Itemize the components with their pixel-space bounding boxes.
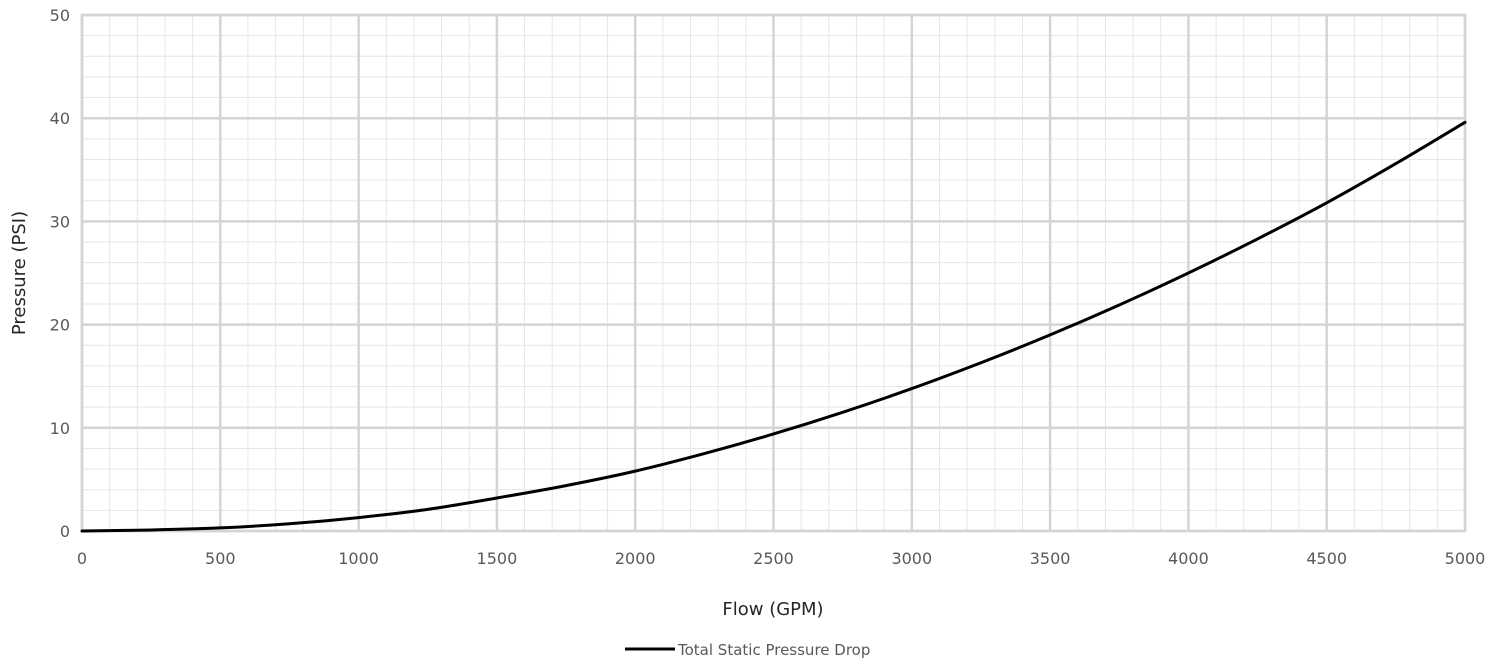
legend: Total Static Pressure Drop (625, 641, 870, 659)
x-tick-label: 3500 (1030, 549, 1071, 568)
x-tick-label: 500 (205, 549, 236, 568)
plot-area (80, 13, 1467, 533)
y-tick-label: 50 (50, 6, 70, 25)
y-tick-label: 20 (50, 316, 70, 335)
x-tick-label: 3000 (891, 549, 932, 568)
x-axis-ticks: 0 500 1000 1500 2000 2500 3000 3500 4000 4500 5000 (77, 549, 1485, 568)
x-tick-label: 5000 (1445, 549, 1486, 568)
x-tick-label: 1000 (338, 549, 379, 568)
x-tick-label: 4000 (1168, 549, 1209, 568)
series-layer (80, 120, 1467, 533)
y-axis-title: Pressure (PSI) (9, 211, 30, 335)
x-tick-label: 2000 (615, 549, 656, 568)
x-tick-label: 2500 (753, 549, 794, 568)
x-tick-label: 0 (77, 549, 87, 568)
y-tick-label: 40 (50, 109, 70, 128)
x-tick-label: 4500 (1306, 549, 1347, 568)
series-line (80, 120, 1467, 533)
legend-label: Total Static Pressure Drop (677, 641, 870, 659)
y-axis-ticks: 0 10 20 30 40 50 (50, 6, 70, 541)
x-axis-title: Flow (GPM) (722, 599, 823, 620)
y-tick-label: 10 (50, 419, 70, 438)
major-grid (80, 13, 1467, 533)
y-tick-label: 30 (50, 212, 70, 231)
x-tick-label: 1500 (477, 549, 518, 568)
y-tick-label: 0 (60, 522, 70, 541)
plot-border (80, 13, 1467, 533)
